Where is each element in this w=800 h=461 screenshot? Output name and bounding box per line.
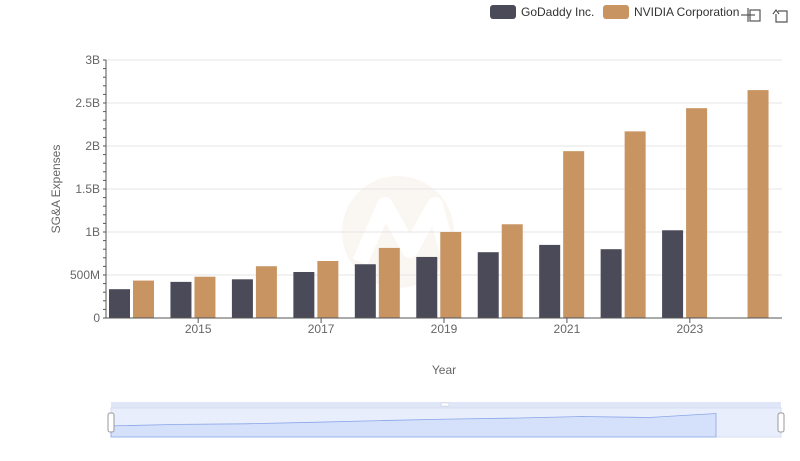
x-tick-label: 2023 (676, 322, 703, 336)
y-axis: 0 500M 1B 1.5B 2B 2.5B 3B (70, 53, 107, 325)
bars (109, 90, 769, 318)
y-tick-label: 3B (85, 53, 100, 67)
crosshair-icon[interactable] (741, 8, 761, 22)
legend: GoDaddy Inc. NVIDIA Corporation (490, 5, 739, 19)
bar-godaddy-2019[interactable] (416, 256, 438, 318)
x-tick-label: 2017 (308, 322, 335, 336)
range-navigator[interactable] (107, 402, 785, 438)
bar-godaddy-2016[interactable] (231, 279, 253, 318)
bar-nvidia-2020[interactable] (501, 224, 523, 318)
navigator-handle-right[interactable] (777, 412, 785, 433)
bar-godaddy-2017[interactable] (293, 271, 315, 318)
reset-zoom-icon[interactable] (772, 9, 788, 23)
x-tick-label: 2021 (554, 322, 581, 336)
legend-swatch-godaddy (490, 5, 516, 19)
y-tick-label: 500M (70, 268, 100, 282)
bar-godaddy-2022[interactable] (600, 249, 622, 318)
bar-godaddy-2023[interactable] (662, 230, 684, 318)
bar-nvidia-2018[interactable] (378, 247, 400, 318)
bar-nvidia-2017[interactable] (317, 260, 339, 318)
bar-nvidia-2015[interactable] (194, 276, 216, 318)
bar-godaddy-2021[interactable] (539, 244, 561, 318)
bar-nvidia-2016[interactable] (255, 266, 277, 318)
x-axis: 2015 2017 2019 2021 2023 (106, 317, 782, 336)
legend-label-nvidia: NVIDIA Corporation (634, 5, 739, 19)
legend-label-godaddy: GoDaddy Inc. (521, 5, 594, 19)
x-tick-label: 2015 (185, 322, 212, 336)
bar-godaddy-2014[interactable] (109, 289, 130, 318)
bar-godaddy-2018[interactable] (354, 264, 376, 318)
bar-nvidia-2019[interactable] (440, 232, 462, 318)
y-tick-label: 1B (85, 225, 100, 239)
x-axis-title: Year (432, 363, 456, 377)
y-tick-label: 0 (93, 311, 100, 325)
bar-nvidia-2022[interactable] (624, 131, 646, 318)
navigator-grip[interactable] (440, 402, 450, 407)
bar-nvidia-2021[interactable] (563, 151, 585, 318)
navigator-handle-left[interactable] (107, 412, 115, 433)
legend-item-godaddy[interactable]: GoDaddy Inc. (490, 5, 594, 19)
bar-godaddy-2015[interactable] (170, 281, 192, 318)
bar-nvidia-2023[interactable] (686, 108, 708, 318)
legend-item-nvidia[interactable]: NVIDIA Corporation (603, 5, 739, 19)
bar-godaddy-2020[interactable] (477, 252, 499, 318)
legend-swatch-nvidia (603, 5, 629, 19)
y-tick-label: 2B (85, 139, 100, 153)
y-tick-label: 2.5B (75, 96, 100, 110)
x-tick-label: 2019 (431, 322, 458, 336)
navigator-area (110, 413, 717, 438)
bar-nvidia-2024[interactable] (747, 90, 769, 318)
y-tick-label: 1.5B (75, 182, 100, 196)
bar-nvidia-2014[interactable] (133, 280, 154, 318)
y-axis-title: SG&A Expenses (49, 145, 63, 234)
